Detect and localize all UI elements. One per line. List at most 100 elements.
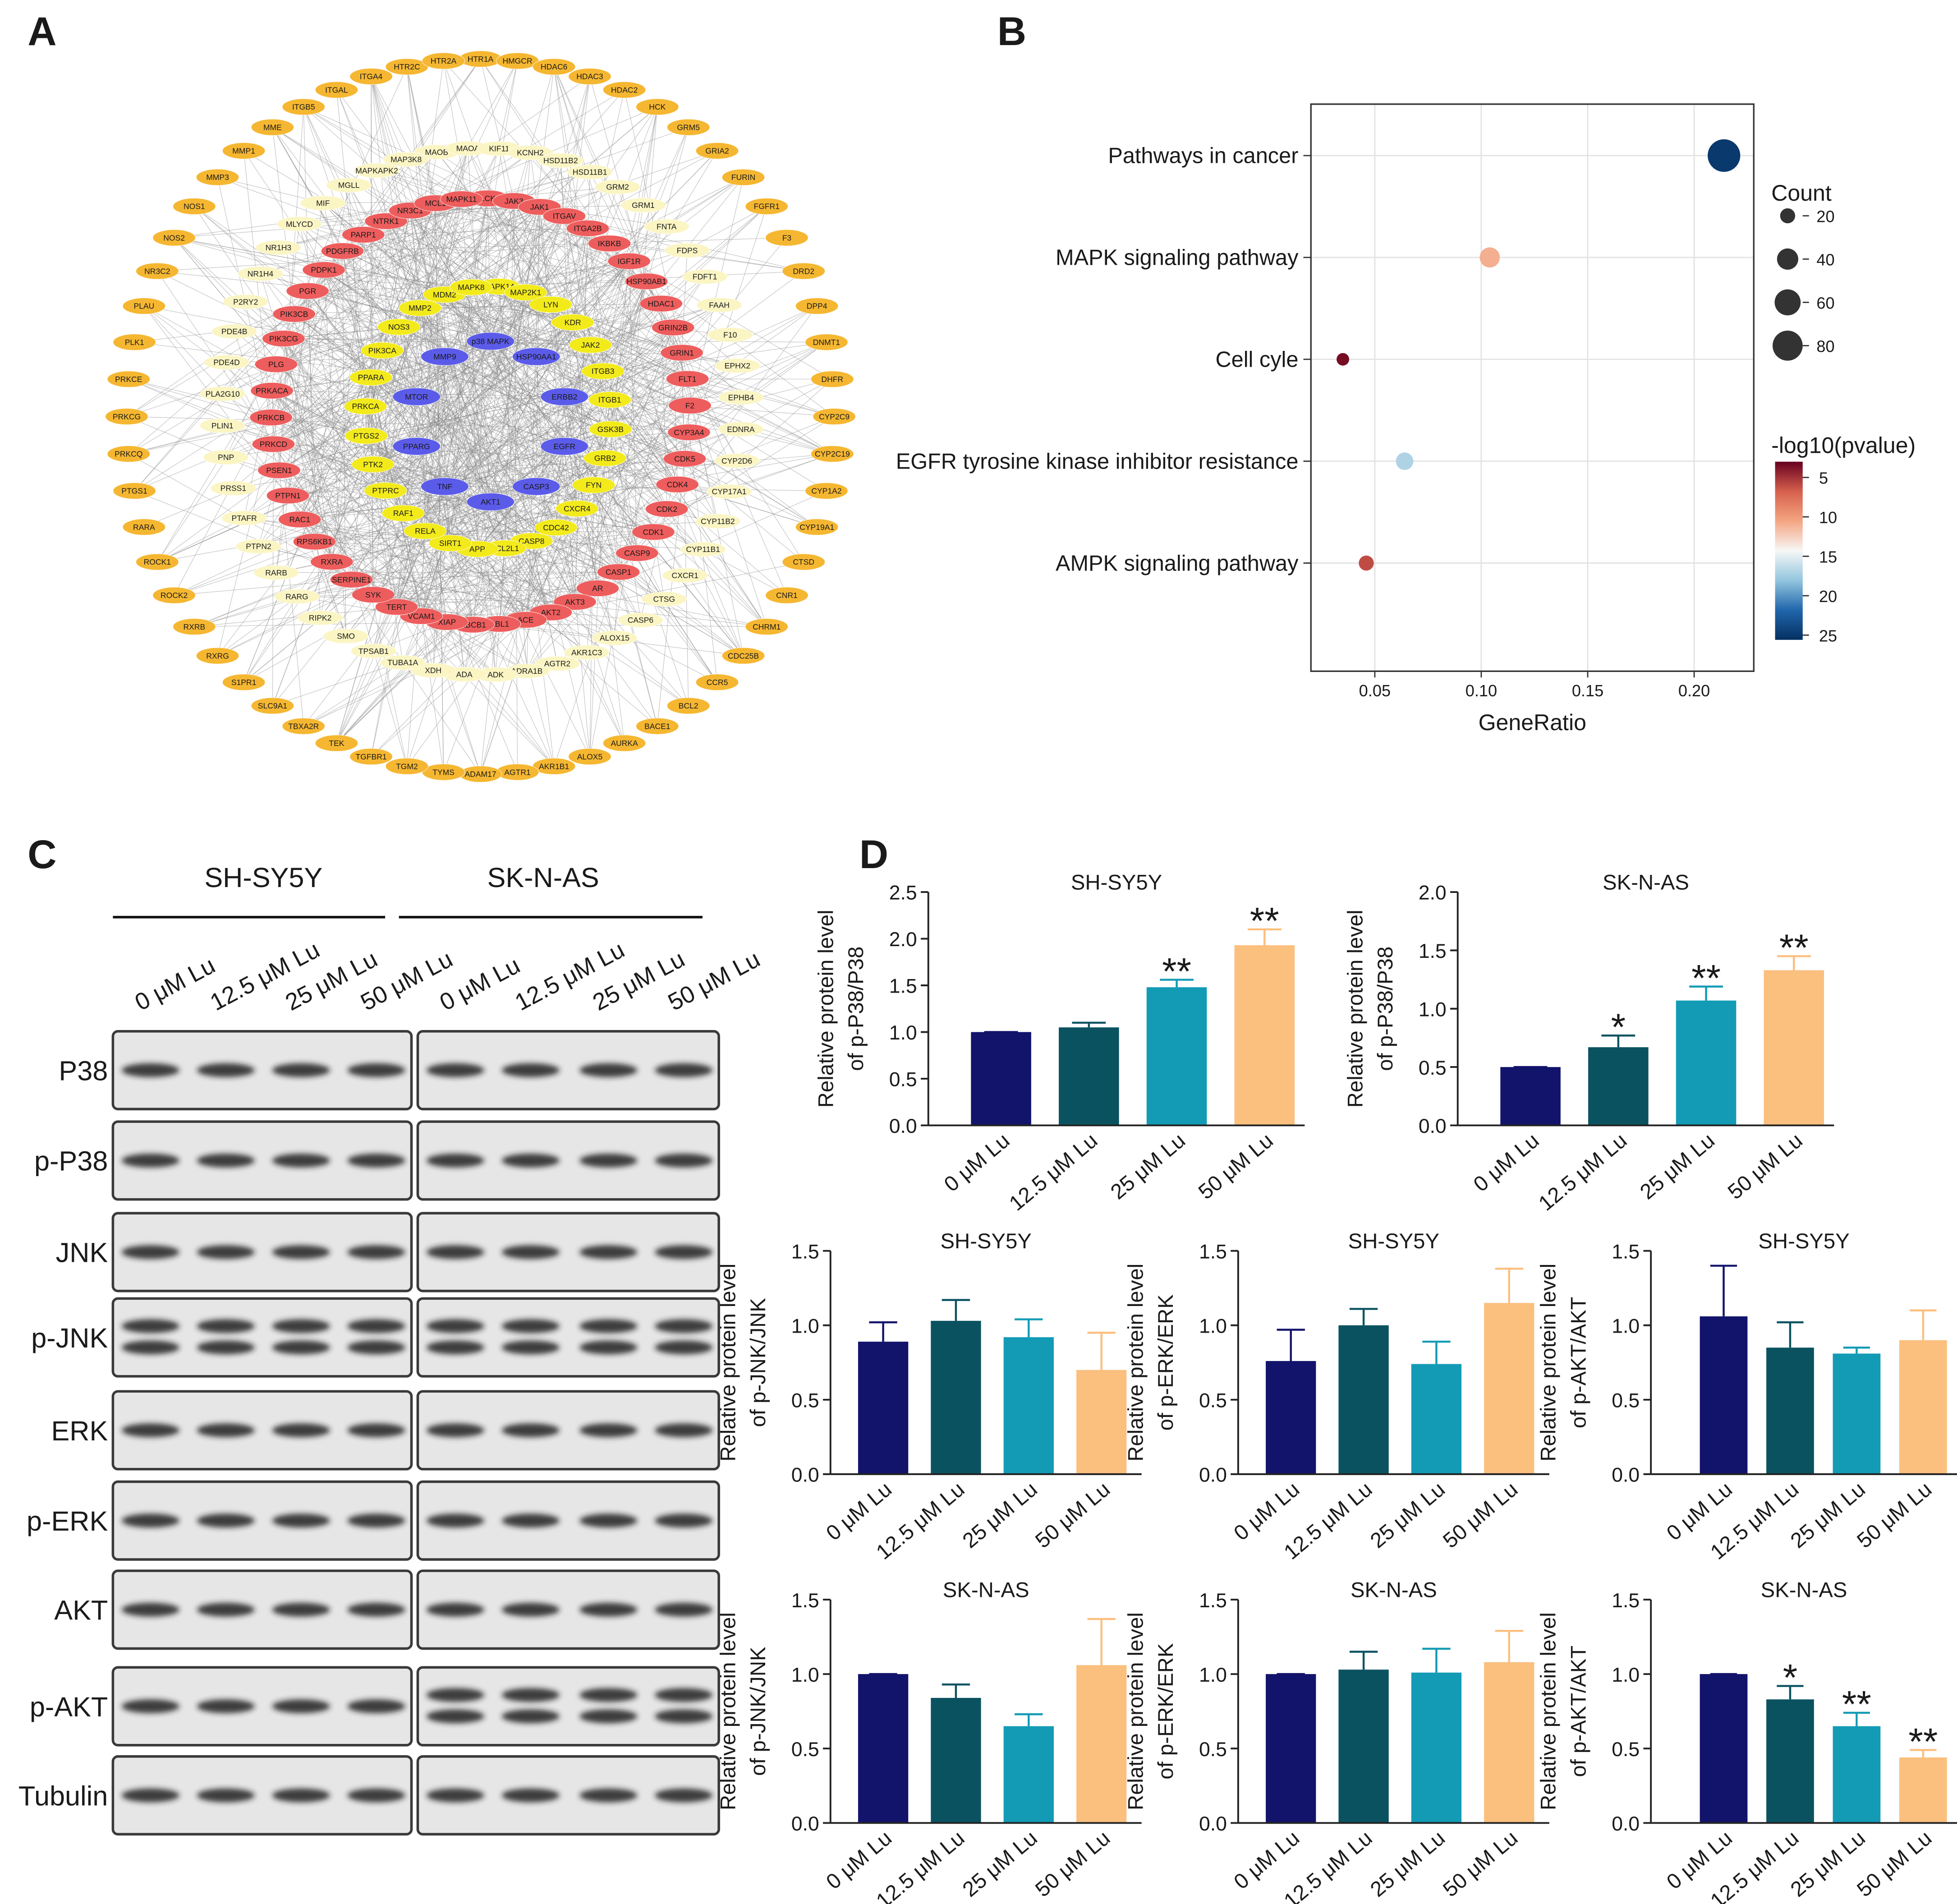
blot-band — [426, 1709, 484, 1724]
network-edge — [403, 308, 421, 514]
y-tick-label: 1.0 — [889, 1022, 917, 1044]
network-edge — [536, 261, 629, 357]
node-label: ROCK1 — [144, 557, 171, 566]
blot-band — [347, 1423, 405, 1437]
y-tick-label: AMPK signaling pathway — [1056, 551, 1299, 575]
node-label: PTPN2 — [246, 542, 271, 551]
node-label: GRIN1 — [670, 348, 694, 357]
node-label: EGFR — [554, 442, 576, 451]
network-edge — [554, 67, 591, 345]
network-node — [392, 437, 441, 455]
node-label: PIK3CB — [280, 309, 308, 318]
network-edge — [487, 198, 767, 627]
network-edge — [279, 201, 515, 471]
network-edge — [445, 342, 827, 487]
network-node — [278, 511, 322, 528]
bar — [1338, 1669, 1389, 1823]
blot-band — [426, 1423, 484, 1437]
network-edge — [371, 76, 556, 528]
network-edge — [299, 486, 537, 520]
network-node — [383, 152, 429, 167]
row-label: p-AKT — [30, 1692, 108, 1722]
network-edge — [514, 201, 688, 379]
network-node — [450, 279, 493, 296]
network-node — [375, 598, 418, 616]
network-node — [718, 390, 764, 405]
y-tick-label: 1.0 — [791, 1664, 819, 1686]
blot-band — [655, 1154, 713, 1168]
node-label: ADRA1B — [511, 667, 542, 676]
blot-band — [579, 1603, 638, 1617]
network-node — [707, 327, 753, 342]
y-tick-label: 0.0 — [1612, 1464, 1640, 1486]
blot-band — [579, 1340, 638, 1355]
node-label: S1PR1 — [231, 678, 257, 687]
network-edge — [273, 444, 577, 509]
network-node — [113, 334, 156, 351]
blot-box — [111, 1480, 413, 1561]
network-edge — [303, 106, 417, 446]
bar — [1700, 1316, 1748, 1474]
node-label: CYP1A2 — [811, 487, 841, 496]
network-edge — [436, 152, 662, 304]
blot-band — [426, 1688, 484, 1702]
node-label: CYP11B1 — [686, 545, 720, 554]
node-label: HMGCR — [502, 56, 532, 65]
network-node — [616, 545, 659, 562]
blot-band — [197, 1340, 255, 1355]
bar — [1076, 1370, 1127, 1474]
x-tick-label: 0.15 — [1572, 681, 1603, 700]
network-edge — [396, 453, 832, 607]
network-edge — [589, 485, 594, 757]
blot-band — [501, 1603, 560, 1617]
node-label: APP — [469, 545, 485, 554]
blot-band — [501, 1709, 560, 1724]
network-edge — [443, 60, 526, 293]
node-label: PRSS1 — [221, 484, 246, 493]
bar — [1059, 1027, 1119, 1126]
bar — [1411, 1672, 1462, 1823]
y-axis-label: of p-JNK/JNK — [746, 1298, 770, 1427]
network-node — [350, 644, 396, 659]
network-edge — [271, 391, 555, 767]
y-axis-label: of p-P38/P38 — [1374, 947, 1397, 1071]
bar — [858, 1342, 909, 1474]
network-node — [222, 142, 266, 159]
network-edge — [260, 273, 500, 624]
network-edge — [477, 342, 827, 549]
network-edge — [371, 303, 662, 378]
network-edge — [536, 352, 682, 357]
blot-band — [272, 1154, 330, 1168]
y-tick-label: 1.5 — [889, 975, 917, 998]
node-label: BCL2 — [679, 701, 698, 710]
network-edge — [551, 304, 682, 353]
network-node — [540, 437, 589, 455]
network-edge — [444, 199, 462, 295]
blot-band — [655, 1603, 713, 1617]
network-node — [349, 68, 393, 85]
network-edge — [653, 532, 665, 599]
network-edge — [681, 352, 833, 454]
network-edge — [288, 207, 540, 496]
node-label: TBXA2R — [288, 722, 319, 731]
network-node — [745, 618, 788, 635]
y-tick-label: 0.0 — [1419, 1115, 1447, 1137]
network-edge — [419, 308, 478, 549]
network-edge — [366, 350, 383, 436]
network-edge — [684, 379, 833, 459]
node-label: PGR — [299, 286, 316, 295]
network-node — [173, 618, 216, 635]
network-node — [569, 336, 612, 354]
y-tick-label: 0.0 — [1199, 1464, 1227, 1486]
network-node — [315, 735, 358, 752]
node-label: PRKCB — [257, 413, 285, 422]
network-edge — [554, 66, 610, 244]
colorbar-label: 5 — [1819, 469, 1828, 487]
network-edge — [129, 379, 386, 491]
blot-box — [111, 1030, 413, 1111]
node-label: NR3C1 — [397, 206, 423, 215]
network-edge — [629, 261, 638, 553]
node-label: AKT1 — [481, 497, 501, 506]
significance: ** — [1162, 950, 1191, 992]
node-label: NOS3 — [388, 322, 410, 331]
